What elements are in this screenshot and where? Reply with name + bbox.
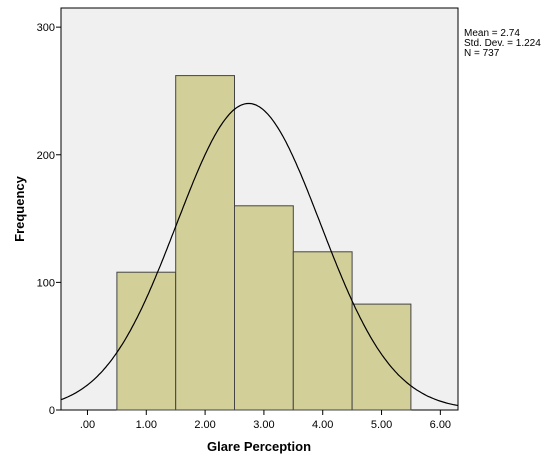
y-tick-label: 200 <box>37 150 55 162</box>
x-tick-label: 1.00 <box>136 419 157 431</box>
y-tick-label: 0 <box>49 405 55 417</box>
y-axis: 0 100 200 300 <box>37 22 61 417</box>
histogram-bar <box>116 271 177 411</box>
x-tick-label: 2.00 <box>194 419 215 431</box>
y-tick-label: 100 <box>37 277 55 289</box>
n-label: N = 737 <box>464 48 500 59</box>
mean-label: Mean = 2.74 <box>464 28 520 39</box>
histogram-bar <box>175 75 235 411</box>
x-tick-label: .00 <box>80 419 95 431</box>
y-tick-label: 300 <box>37 22 55 34</box>
sd-label: Std. Dev. = 1.224 <box>464 38 541 49</box>
x-tick-label: 6.00 <box>430 419 451 431</box>
x-axis: .00 1.00 2.00 3.00 4.00 5.00 6.00 <box>80 410 451 431</box>
x-tick-label: 4.00 <box>312 419 333 431</box>
normal-curve <box>60 102 459 407</box>
x-axis-label: Glare Perception <box>207 439 311 454</box>
statistics-box: Mean = 2.74 Std. Dev. = 1.224 N = 737 <box>464 29 541 59</box>
histogram-bar <box>292 251 353 411</box>
histogram-bars <box>116 75 412 411</box>
y-axis-label: Frequency <box>12 175 27 242</box>
histogram-bar <box>234 205 294 411</box>
x-tick-label: 5.00 <box>371 419 392 431</box>
x-tick-label: 3.00 <box>253 419 274 431</box>
